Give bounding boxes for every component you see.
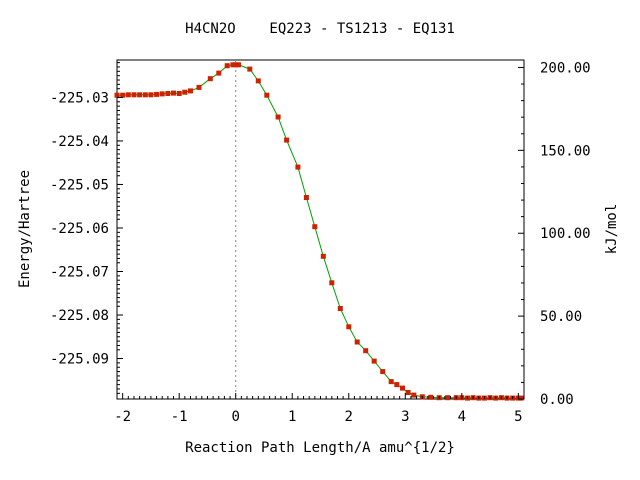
data-point	[236, 62, 241, 68]
data-point	[303, 195, 309, 200]
x-tick-label: 2	[345, 409, 353, 425]
data-point	[165, 91, 171, 96]
data-point	[320, 253, 326, 259]
data-point	[428, 394, 434, 400]
data-point	[255, 78, 261, 84]
y-tick-label: -225.03	[50, 90, 109, 106]
data-point	[188, 88, 193, 94]
plot-frame	[116, 59, 525, 400]
x-axis-label: Reaction Path Length/A amu^{1/2}	[185, 440, 455, 456]
data-point	[400, 385, 405, 391]
plot-area	[116, 59, 525, 400]
data-point	[445, 395, 451, 401]
data-point	[346, 324, 352, 330]
data-point	[131, 92, 137, 98]
x-tick-label: -1	[171, 409, 188, 425]
data-point	[394, 382, 400, 388]
y-tick-label: -225.04	[50, 134, 109, 150]
data-point	[176, 91, 182, 96]
data-point	[216, 70, 222, 76]
data-point	[264, 92, 270, 98]
data-point	[518, 395, 524, 401]
data-series	[114, 62, 524, 401]
data-point	[159, 91, 165, 97]
data-point	[142, 92, 148, 98]
chart-title: H4CN2O EQ223 - TS1213 - EQ131	[185, 21, 455, 37]
series-line	[117, 64, 522, 399]
data-point	[148, 92, 154, 98]
data-point	[120, 92, 126, 98]
data-point	[411, 392, 417, 398]
y-tick-label: -225.07	[50, 264, 109, 280]
y2-tick-label: 50.00	[540, 309, 582, 325]
x-tick-label: 3	[401, 409, 409, 425]
data-point	[233, 62, 239, 68]
data-point	[125, 92, 131, 98]
data-point	[380, 369, 386, 375]
y-tick-label: -225.05	[50, 177, 109, 193]
data-point	[337, 306, 343, 311]
data-point	[363, 348, 369, 354]
data-point	[405, 390, 411, 395]
data-point	[275, 114, 281, 120]
y-tick-label: -225.08	[50, 308, 109, 324]
x-tick-label: 5	[514, 409, 522, 425]
data-point	[312, 224, 318, 230]
y-tick-label: -225.06	[50, 221, 109, 237]
data-point	[196, 84, 202, 90]
data-point	[329, 280, 335, 286]
data-point	[207, 76, 213, 82]
x-tick-label: 1	[288, 409, 296, 425]
data-point	[154, 91, 160, 97]
y-tick-label: -225.09	[50, 352, 109, 368]
y2-tick-label: 0.00	[540, 392, 574, 408]
x-tick-label: 4	[458, 409, 466, 425]
data-point	[171, 90, 176, 96]
data-point	[224, 63, 230, 69]
data-point	[137, 92, 143, 98]
data-point	[371, 358, 377, 364]
data-point	[230, 62, 236, 68]
data-point	[182, 89, 188, 95]
data-point	[284, 137, 290, 143]
y-axis-label: Energy/Hartree	[17, 170, 33, 288]
axes: -2 -1 0 1 2 3 4 5 -225.03 -225.04 -225.05 -225.06 -2…	[50, 60, 591, 425]
x-tick-label: -2	[114, 409, 131, 425]
data-point	[388, 379, 394, 385]
y2-tick-label: 100.00	[540, 226, 591, 242]
y2-tick-label: 200.00	[540, 60, 591, 76]
x-tick-label: 0	[231, 409, 239, 425]
y2-tick-label: 150.00	[540, 143, 591, 159]
data-point	[295, 164, 301, 170]
data-point	[247, 66, 253, 72]
y2-axis-label: kJ/mol	[604, 204, 620, 255]
data-point	[354, 339, 360, 345]
data-point	[114, 92, 120, 98]
